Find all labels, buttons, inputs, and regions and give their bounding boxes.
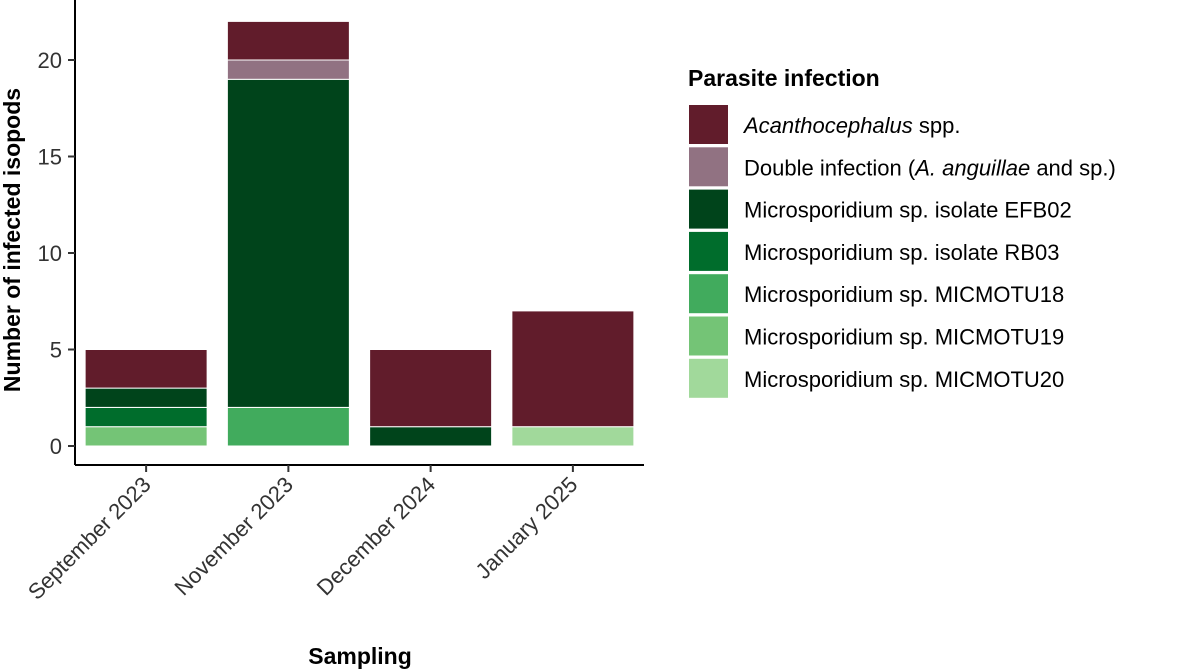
x-tick-label: November 2023 bbox=[170, 472, 298, 600]
bar-segment bbox=[226, 59, 350, 80]
bar-segment bbox=[84, 426, 208, 447]
y-tick-label: 20 bbox=[38, 48, 62, 73]
y-tick-label: 0 bbox=[50, 434, 62, 459]
legend-label: Microsporidium sp. isolate RB03 bbox=[744, 240, 1059, 265]
bar-segment bbox=[226, 78, 350, 408]
bar-segment bbox=[84, 349, 208, 389]
y-tick-label: 10 bbox=[38, 241, 62, 266]
bar-segment bbox=[369, 426, 493, 447]
legend: Parasite infection Acanthocephalus spp. D… bbox=[688, 65, 1116, 398]
bar-segment bbox=[84, 406, 208, 428]
y-tick-label: 5 bbox=[50, 338, 62, 363]
legend-key bbox=[689, 316, 728, 356]
legend-key bbox=[689, 274, 728, 314]
x-axis-title: Sampling bbox=[308, 643, 412, 669]
legend-key bbox=[689, 147, 728, 187]
legend-label: Microsporidium sp. MICMOTU20 bbox=[744, 367, 1064, 392]
x-tick-label: September 2023 bbox=[23, 472, 156, 605]
legend-key bbox=[689, 189, 728, 229]
x-tick-label: January 2025 bbox=[470, 472, 582, 584]
bar-segment bbox=[226, 20, 350, 61]
bar-segment bbox=[84, 387, 208, 408]
legend-key bbox=[689, 358, 728, 398]
y-axis-title: Number of infected isopods bbox=[0, 88, 25, 392]
x-tick-label: December 2024 bbox=[312, 472, 440, 600]
legend-title: Parasite infection bbox=[688, 65, 880, 91]
legend-key bbox=[689, 231, 728, 271]
bar-segment bbox=[511, 310, 635, 428]
legend-label: Microsporidium sp. isolate EFB02 bbox=[744, 198, 1072, 223]
plot-area bbox=[84, 20, 635, 447]
bar-segment bbox=[511, 426, 635, 447]
legend-label: Microsporidium sp. MICMOTU18 bbox=[744, 282, 1064, 307]
legend-key bbox=[689, 105, 728, 144]
y-tick-label: 15 bbox=[38, 145, 62, 170]
bar-segment bbox=[369, 349, 493, 428]
legend-label: Acanthocephalus spp. bbox=[742, 113, 961, 138]
legend-label: Microsporidium sp. MICMOTU19 bbox=[744, 325, 1064, 350]
bar-segment bbox=[226, 406, 350, 447]
legend-label: Double infection (A. anguillae and sp.) bbox=[744, 155, 1116, 180]
y-axis-ticks: 0 5 10 15 20 bbox=[38, 48, 75, 459]
x-axis-ticks: September 2023 November 2023 December 2024… bbox=[23, 465, 582, 605]
